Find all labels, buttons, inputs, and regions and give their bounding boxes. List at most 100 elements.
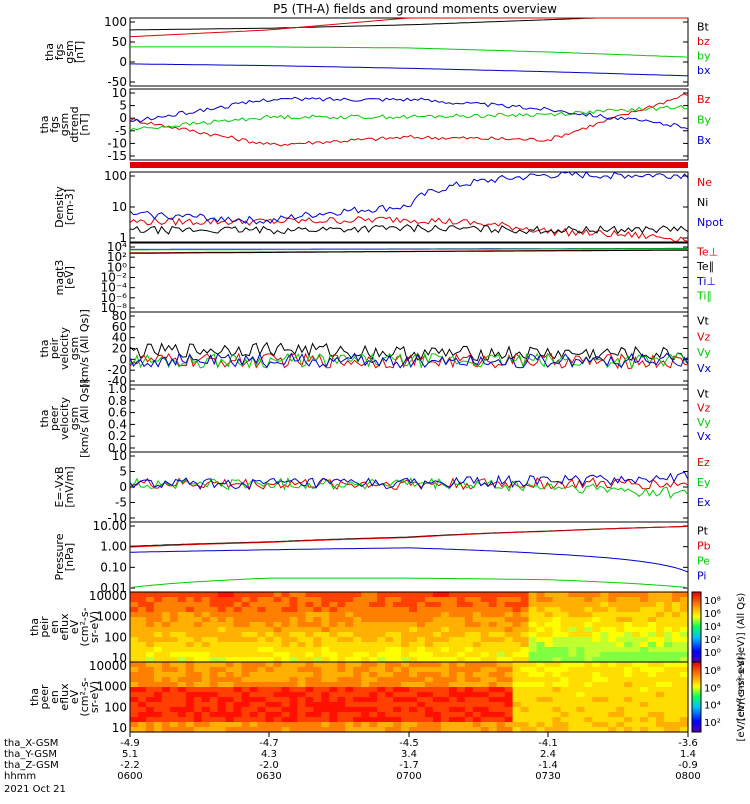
- spectrogram-cell: [241, 722, 251, 728]
- spectrogram-cell: [305, 687, 314, 693]
- spectrogram-cell: [424, 722, 434, 728]
- spectrogram-cell: [432, 707, 442, 713]
- spectrogram-cell: [345, 622, 354, 628]
- spectrogram-cell: [616, 612, 625, 618]
- spectrogram-cell: [584, 722, 593, 728]
- spectrogram-cell: [456, 657, 466, 663]
- spectrogram-cell: [321, 692, 330, 698]
- colorbar-tick: 10⁴: [704, 701, 721, 712]
- spectrogram-cell: [369, 697, 378, 703]
- spectrogram-cell: [608, 697, 617, 703]
- spectrogram-cell: [257, 632, 267, 638]
- spectrogram-cell: [353, 672, 362, 678]
- spectrogram-cell: [504, 722, 514, 728]
- spectrogram-cell: [401, 602, 410, 608]
- spectrogram-cell: [177, 622, 187, 628]
- spectrogram-cell: [616, 602, 625, 608]
- spectrogram-cell: [233, 647, 243, 653]
- spectrogram-cell: [305, 702, 314, 708]
- ylabel-line: gsm: [58, 113, 71, 136]
- spectrogram-cell: [361, 667, 370, 673]
- spectrogram-cell: [345, 602, 354, 608]
- spectrogram-cell: [544, 612, 554, 618]
- spectrogram-cell: [161, 672, 171, 678]
- spectrogram-cell: [456, 667, 466, 673]
- spectrogram-cell: [153, 672, 163, 678]
- spectrogram-cell: [297, 687, 306, 693]
- spectrogram-cell: [584, 642, 593, 648]
- spectrogram-cell: [656, 627, 665, 633]
- spectrogram-cell: [672, 612, 681, 618]
- spectrogram-cell: [680, 687, 689, 693]
- spectrogram-cell: [297, 697, 306, 703]
- spectrogram-cell: [520, 707, 530, 713]
- spectrogram-cell: [225, 612, 235, 618]
- spectrogram-cell: [488, 642, 498, 648]
- spectrogram-cell: [424, 617, 434, 623]
- spectrogram-cell: [138, 687, 147, 693]
- spectrogram-cell: [488, 612, 498, 618]
- spectrogram-cell: [201, 592, 211, 598]
- spectrogram-cell: [448, 642, 458, 648]
- spectrogram-cell: [185, 597, 195, 603]
- spectrogram-cell: [138, 652, 147, 658]
- spectrogram-cell: [576, 632, 585, 638]
- spectrogram-cell: [161, 677, 171, 683]
- spectrogram-cell: [329, 627, 338, 633]
- spectrogram-cell: [592, 597, 601, 603]
- spectrogram-cell: [130, 622, 139, 628]
- spectrogram-cell: [193, 647, 203, 653]
- spectrogram-cell: [169, 682, 179, 688]
- spectrogram-cell: [297, 627, 306, 633]
- spectrogram-cell: [209, 717, 219, 723]
- spectrogram-cell: [536, 712, 546, 718]
- spectrogram-cell: [153, 692, 163, 698]
- spectrogram-cell: [169, 702, 179, 708]
- spectrogram-cell: [385, 607, 394, 613]
- spectrogram-cell: [624, 612, 633, 618]
- spectrogram-cell: [448, 672, 458, 678]
- spectrogram-cell: [337, 702, 346, 708]
- spectrogram-cell: [648, 592, 657, 598]
- ylabel-line: Density: [53, 186, 66, 228]
- spectrogram-cell: [568, 717, 577, 723]
- spectrogram-cell: [417, 632, 426, 638]
- spectrogram-cell: [161, 617, 171, 623]
- spectrogram-cell: [504, 672, 514, 678]
- spectrogram-cell: [568, 722, 577, 728]
- spectrogram-cell: [552, 592, 562, 598]
- spectrogram-cell: [185, 592, 195, 598]
- spectrogram-cell: [169, 642, 179, 648]
- spectrogram-cell: [409, 672, 418, 678]
- spectrogram-cell: [361, 712, 370, 718]
- spectrogram-cell: [680, 697, 689, 703]
- spectrogram-cell: [361, 632, 370, 638]
- spectrogram-cell: [528, 682, 538, 688]
- spectrogram-cell: [177, 597, 187, 603]
- spectrogram-cell: [233, 597, 243, 603]
- spectrogram-cell: [185, 707, 195, 713]
- spectrogram-cell: [520, 702, 530, 708]
- spectrogram-cell: [600, 662, 609, 668]
- spectrogram-cell: [130, 717, 139, 723]
- ylabel-line: tha: [38, 409, 51, 427]
- spectrogram-cell: [130, 667, 139, 673]
- spectrogram-cell: [201, 607, 211, 613]
- spectrogram-cell: [576, 657, 585, 663]
- legend-Pt: Pt: [697, 525, 709, 538]
- ytick-label: 1.0: [108, 382, 127, 396]
- xaxis-value: -4.1: [538, 738, 558, 749]
- spectrogram-cell: [377, 652, 386, 658]
- spectrogram-cell: [672, 602, 681, 608]
- spectrogram-cell: [584, 697, 593, 703]
- spectrogram-cell: [138, 717, 147, 723]
- spectrogram-cell: [672, 592, 681, 598]
- spectrogram-cell: [233, 657, 243, 663]
- spectrogram-cell: [592, 672, 601, 678]
- spectrogram-cell: [624, 617, 633, 623]
- spectrogram-cell: [632, 707, 641, 713]
- spectrogram-cell: [616, 647, 625, 653]
- spectrogram-cell: [369, 622, 378, 628]
- spectrogram-cell: [329, 667, 338, 673]
- spectrogram-cell: [432, 672, 442, 678]
